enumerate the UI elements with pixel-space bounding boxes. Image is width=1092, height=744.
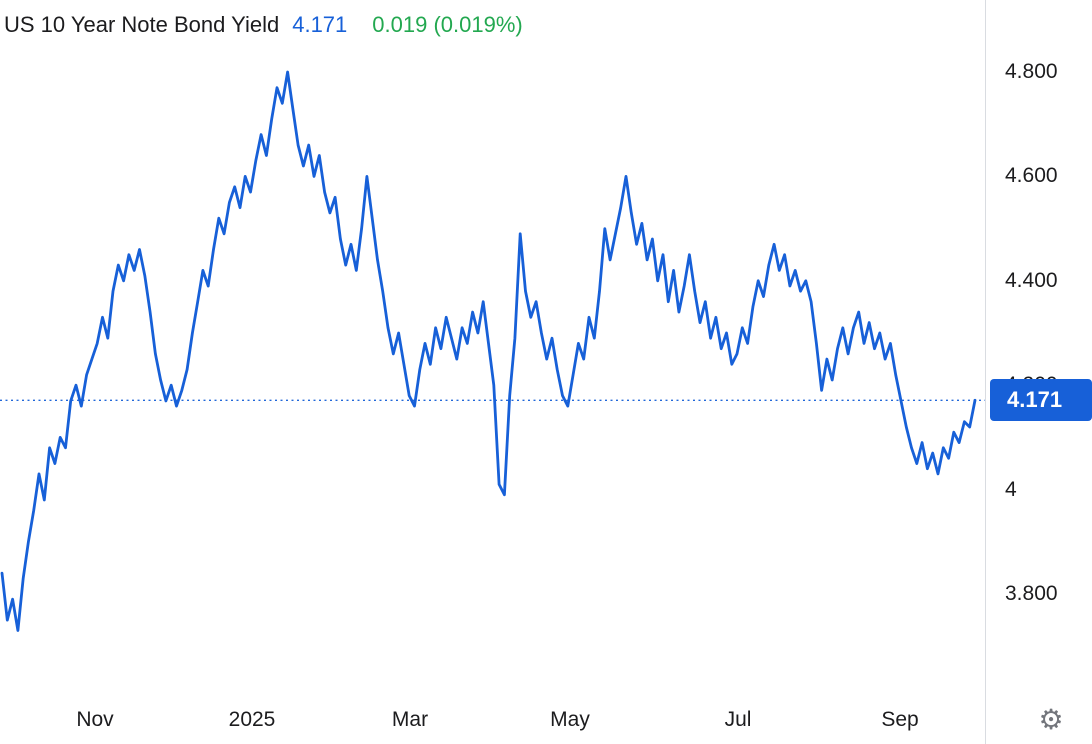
x-axis-tick-label: Sep xyxy=(881,708,919,731)
x-axis[interactable]: Nov 2025 Mar May Jul Sep xyxy=(0,700,985,744)
y-axis-tick-label: 4 xyxy=(1005,477,1017,501)
yield-price-line xyxy=(0,70,977,632)
instrument-title: US 10 Year Note Bond Yield xyxy=(4,12,280,37)
last-price-value: 4.171 xyxy=(292,12,348,37)
current-price-tag: 4.171 xyxy=(990,379,1092,421)
yield-line-chart[interactable] xyxy=(0,0,985,700)
x-axis-tick-label: Jul xyxy=(724,708,752,731)
x-axis-tick-label: Nov xyxy=(76,708,114,731)
y-axis-tick-label: 4.800 xyxy=(1005,60,1058,83)
settings-gear-icon[interactable]: ⚙ xyxy=(1038,703,1064,735)
y-axis-tick-label: 4.400 xyxy=(1005,268,1058,292)
y-axis-tick-label: 3.800 xyxy=(1005,582,1058,605)
y-axis-tick-label: 4.600 xyxy=(1005,164,1058,188)
x-axis-tick-label: 2025 xyxy=(228,708,276,731)
price-change-value: 0.019 (0.019%) xyxy=(372,12,523,37)
chart-header: US 10 Year Note Bond Yield 4.171 0.019 (… xyxy=(4,12,523,38)
x-axis-tick-label: Mar xyxy=(391,708,429,731)
axis-separator xyxy=(985,0,986,744)
current-price-label: 4.171 xyxy=(1007,387,1063,412)
x-axis-tick-label: May xyxy=(550,708,590,731)
